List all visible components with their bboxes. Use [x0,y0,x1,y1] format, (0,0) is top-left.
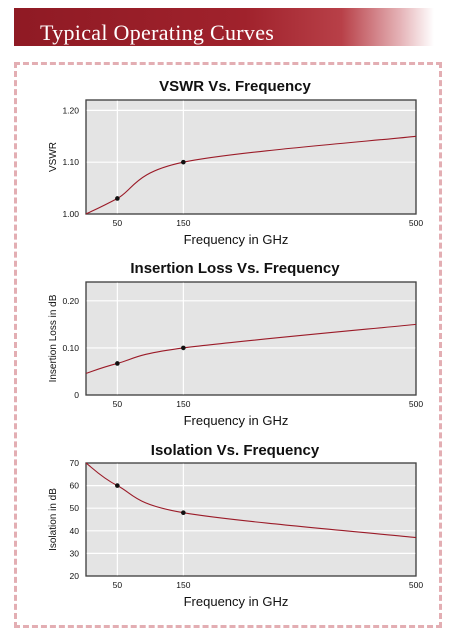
x-axis-label-isolation: Frequency in GHz [184,594,289,609]
x-tick-label-isolation: 150 [176,580,190,590]
y-axis-label-insertion-loss: Insertion Loss in dB [48,294,59,382]
x-tick-label-isolation: 50 [113,580,123,590]
y-tick-label-isolation: 30 [70,548,80,558]
y-tick-label-isolation: 70 [70,458,80,468]
y-tick-label-insertion-loss: 0 [74,390,79,400]
x-axis-label-vswr: Frequency in GHz [184,232,289,247]
data-point-insertion-loss [115,361,120,366]
y-tick-label-vswr: 1.20 [62,105,79,115]
plot-area-vswr [85,99,417,215]
plot-area-isolation [85,462,417,577]
x-tick-label-insertion-loss: 150 [176,399,190,409]
data-point-insertion-loss [181,345,186,351]
plot-frame-vswr [85,99,417,215]
plot-frame-isolation [85,462,417,577]
chart-title-vswr: VSWR Vs. Frequency [159,78,311,95]
y-tick-label-isolation: 60 [70,481,80,491]
data-point-isolation [181,510,186,516]
y-tick-label-vswr: 1.10 [62,157,79,167]
x-tick-label-vswr: 500 [409,218,423,228]
y-tick-label-isolation: 20 [70,571,80,581]
y-tick-label-isolation: 40 [70,526,80,536]
header-banner: Typical Operating Curves [14,8,434,46]
chart-title-insertion-loss: Insertion Loss Vs. Frequency [130,260,340,277]
y-tick-label-insertion-loss: 0.20 [62,296,79,306]
series-line-insertion-loss [85,323,417,374]
x-tick-label-isolation: 500 [409,580,423,590]
plot-frame-insertion-loss [85,281,417,396]
y-tick-label-isolation: 50 [70,503,80,513]
y-tick-label-vswr: 1.00 [62,209,79,219]
page-title: Typical Operating Curves [40,20,275,45]
x-axis-label-insertion-loss: Frequency in GHz [184,413,289,428]
series-line-isolation [85,462,417,539]
data-point-vswr [115,196,120,201]
dashed-frame [14,62,442,628]
y-axis-label-isolation: Isolation in dB [48,488,59,551]
chart-title-isolation: Isolation Vs. Frequency [150,442,320,459]
series-line-vswr [85,135,417,215]
y-tick-label-insertion-loss: 0.10 [62,343,79,353]
x-tick-label-insertion-loss: 500 [409,399,423,409]
data-point-vswr [181,159,186,165]
x-tick-label-vswr: 150 [176,218,190,228]
x-tick-label-vswr: 50 [113,218,123,228]
plot-area-insertion-loss [85,281,417,396]
x-tick-label-insertion-loss: 50 [113,399,123,409]
data-point-isolation [115,483,120,488]
y-axis-label-vswr: VSWR [48,142,59,172]
